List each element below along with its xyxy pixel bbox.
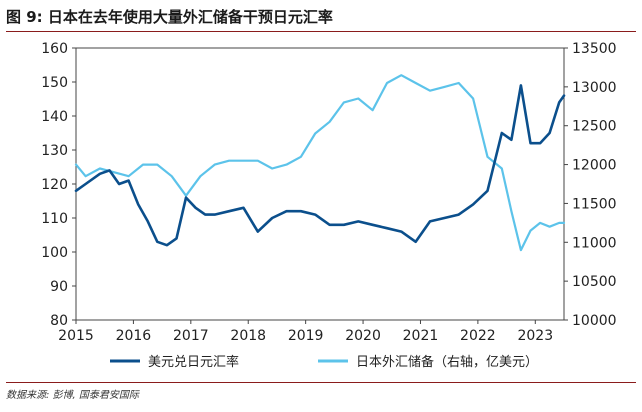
y-left-tick-label: 110 <box>41 211 68 227</box>
x-tick-label: 2018 <box>230 328 266 344</box>
source-note: 数据来源: 彭博, 国泰君安国际 <box>6 390 139 401</box>
y-left-tick-label: 100 <box>41 245 68 261</box>
y-right-tick-label: 11500 <box>572 196 617 212</box>
reserves-line <box>74 74 566 252</box>
x-tick-label: 2019 <box>288 328 324 344</box>
title-rule <box>6 31 636 32</box>
x-tick-label: 2016 <box>116 328 152 344</box>
series-layer <box>74 74 566 252</box>
y-right-tick-label: 11000 <box>572 235 617 251</box>
legend-label-usdjpy: 美元兑日元汇率 <box>148 354 239 370</box>
y-left-tick-label: 160 <box>41 41 68 57</box>
y-right-tick-label: 10500 <box>572 274 617 290</box>
y-left-axis: 80 90 100 110 120 130 140 150 160 <box>41 41 76 329</box>
y-left-tick-label: 130 <box>41 143 68 159</box>
y-left-tick-label: 120 <box>41 177 68 193</box>
x-axis: 2015 2016 2017 2018 2019 2020 2021 2022 2023 <box>58 320 553 344</box>
x-tick-label: 2015 <box>58 328 94 344</box>
x-tick-label: 2022 <box>460 328 496 344</box>
y-left-tick-label: 80 <box>50 313 68 329</box>
usdjpy-line <box>74 84 566 247</box>
y-left-tick-label: 140 <box>41 109 68 125</box>
y-right-tick-label: 13500 <box>572 41 617 57</box>
x-tick-label: 2017 <box>173 328 209 344</box>
x-tick-label: 2023 <box>517 328 553 344</box>
plot-frame <box>75 47 565 321</box>
legend-label-reserves: 日本外汇储备（右轴，亿美元） <box>356 354 538 370</box>
y-left-tick-label: 90 <box>50 279 68 295</box>
y-right-tick-label: 12000 <box>572 158 617 174</box>
y-right-tick-label: 13000 <box>572 80 617 96</box>
legend: 美元兑日元汇率 日本外汇储备（右轴，亿美元） <box>110 354 538 370</box>
y-left-tick-label: 150 <box>41 75 68 91</box>
source-rule <box>6 382 636 383</box>
y-right-tick-label: 12500 <box>572 119 617 135</box>
x-tick-label: 2020 <box>345 328 381 344</box>
y-right-axis: 10000 10500 11000 11500 12000 12500 13000 13500 <box>564 41 617 329</box>
chart-title: 图 9: 日本在去年使用大量外汇储备干预日元汇率 <box>6 8 333 26</box>
y-right-tick-label: 10000 <box>572 313 617 329</box>
x-tick-label: 2021 <box>403 328 439 344</box>
